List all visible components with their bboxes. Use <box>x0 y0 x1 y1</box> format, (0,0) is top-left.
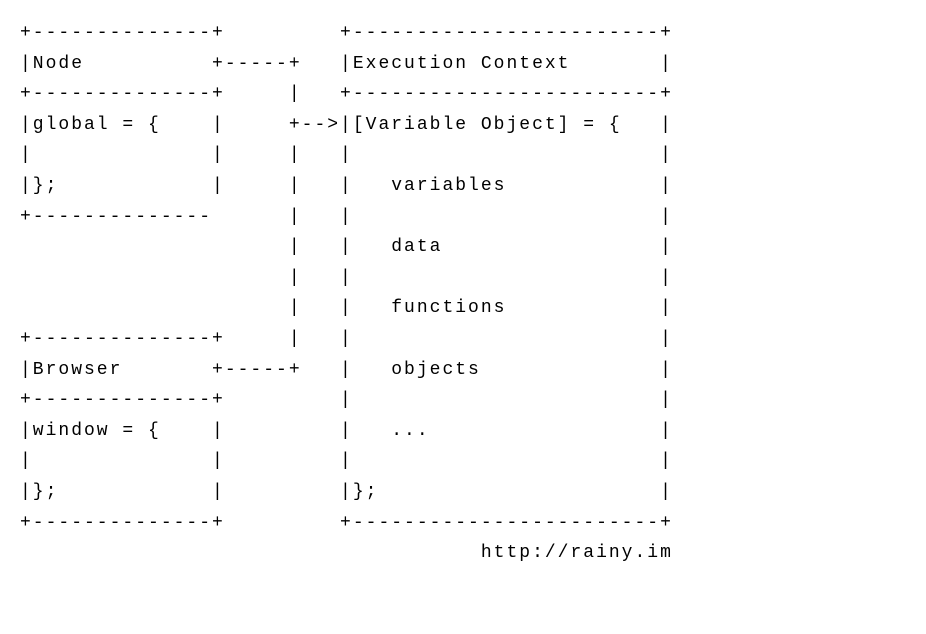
diagram-line: | | | | | <box>20 145 673 165</box>
diagram-line: |}; | |}; | <box>20 482 673 502</box>
diagram-line: |global = { | +-->|[Variable Object] = {… <box>20 115 673 135</box>
diagram-line: +--------------+ | | <box>20 390 673 410</box>
diagram-line: | | | <box>20 268 673 288</box>
diagram-line: |}; | | | variables | <box>20 176 673 196</box>
diagram-line: |window = { | | ... | <box>20 421 673 441</box>
diagram-line: +--------------+ +----------------------… <box>20 23 673 43</box>
ascii-diagram: +--------------+ +----------------------… <box>0 0 926 577</box>
diagram-line: +--------------+ +----------------------… <box>20 513 673 533</box>
diagram-line: +-------------- | | | <box>20 207 673 227</box>
diagram-line: | | functions | <box>20 298 673 318</box>
diagram-line: |Browser +-----+ | objects | <box>20 360 673 380</box>
diagram-line: | | data | <box>20 237 673 257</box>
footer-url: http://rainy.im <box>20 543 673 563</box>
diagram-line: |Node +-----+ |Execution Context | <box>20 54 673 74</box>
diagram-line: +--------------+ | +--------------------… <box>20 84 673 104</box>
diagram-line: | | | | <box>20 451 673 471</box>
diagram-line: +--------------+ | | | <box>20 329 673 349</box>
